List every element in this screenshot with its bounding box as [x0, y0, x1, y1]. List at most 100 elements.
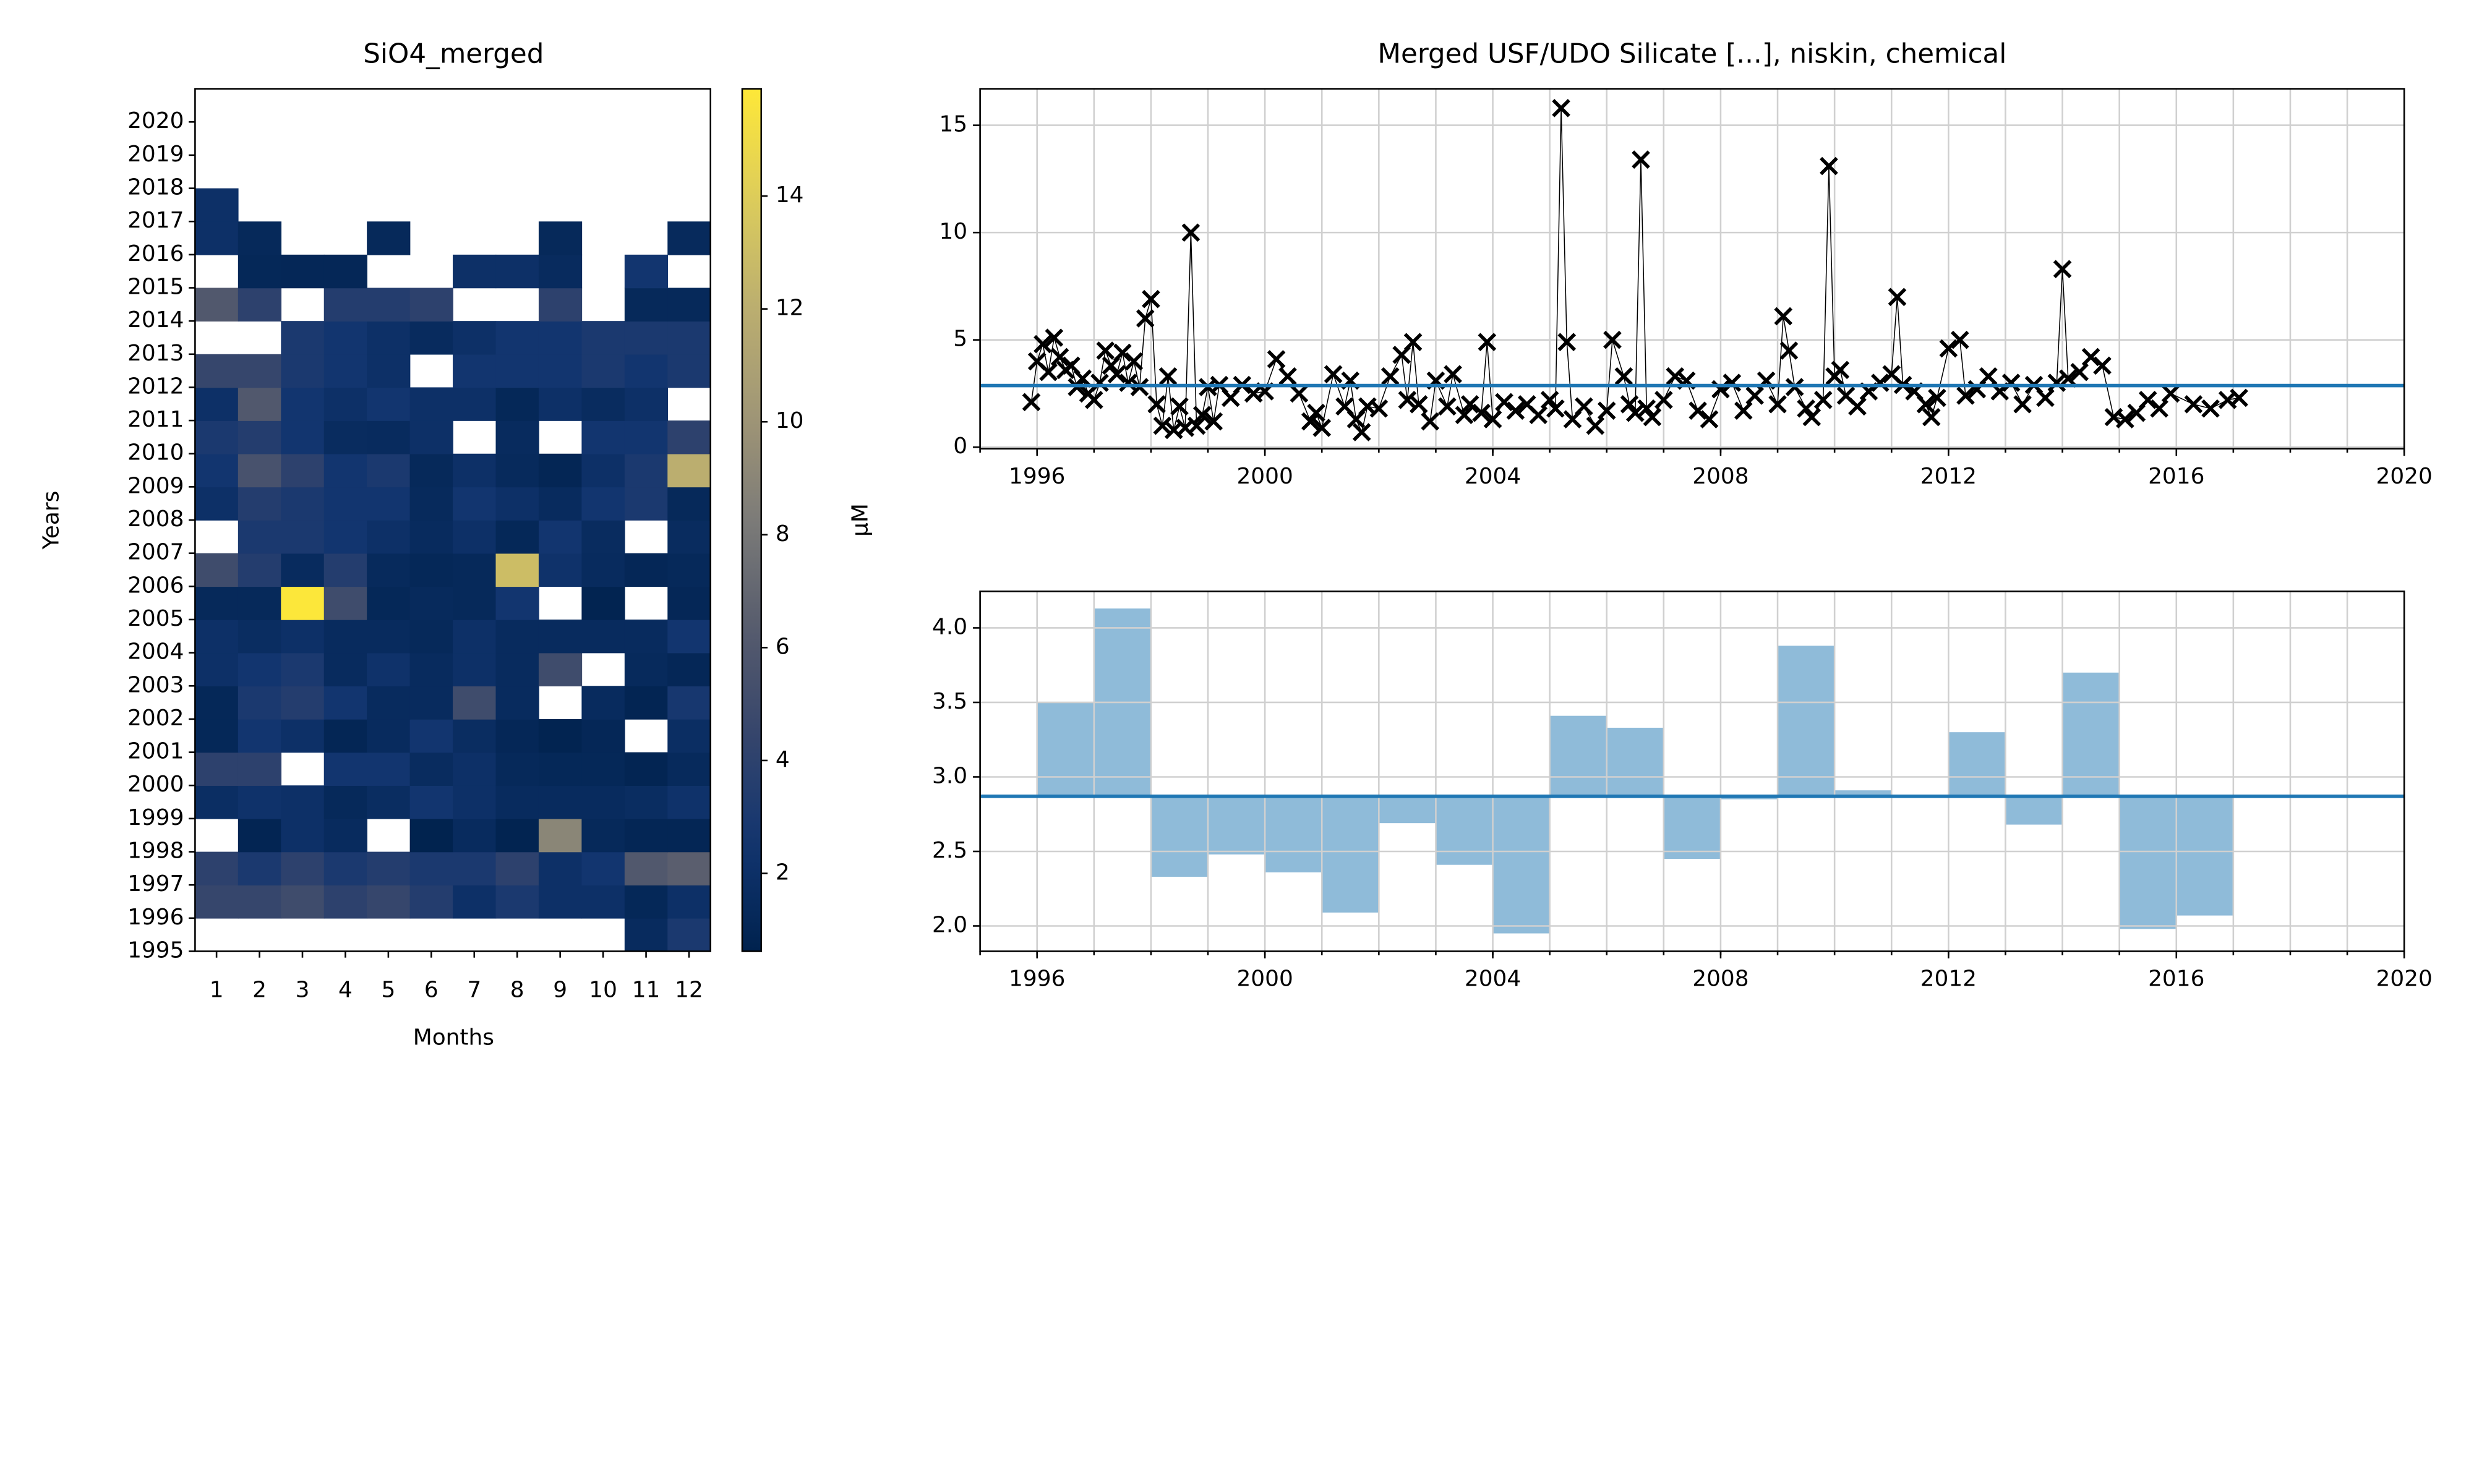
- heatmap-cell: [667, 619, 711, 654]
- y-tick-label: 2001: [127, 739, 184, 764]
- bar: [1948, 732, 2006, 796]
- data-marker: [2036, 388, 2055, 407]
- y-tick-label: 2013: [127, 341, 184, 366]
- heatmap-cell: [238, 619, 282, 654]
- heatmap-cell: [281, 321, 325, 355]
- heatmap-cell: [195, 851, 239, 885]
- heatmap-cell: [238, 420, 282, 454]
- data-marker: [2184, 394, 2203, 414]
- x-tick-label: 3: [296, 978, 310, 1003]
- heatmap-cell: [581, 586, 625, 620]
- colorbar-tick-label: 10: [776, 408, 804, 433]
- x-tick-label: 9: [553, 978, 567, 1003]
- heatmap-cell: [367, 453, 411, 488]
- x-tick-label: 5: [381, 978, 395, 1003]
- heatmap-cell: [581, 752, 625, 786]
- heatmap-cell: [195, 453, 239, 488]
- heatmap-cell: [281, 851, 325, 885]
- colorbar-tick-label: 12: [776, 296, 804, 321]
- y-tick-label: 5: [953, 326, 967, 352]
- y-tick-label: 2.0: [932, 912, 967, 937]
- data-marker: [1438, 397, 1457, 416]
- heatmap-cell: [495, 885, 539, 919]
- heatmap-cell: [409, 719, 453, 753]
- data-marker: [1369, 399, 1389, 418]
- bar: [2005, 796, 2063, 825]
- heatmap-cell: [409, 487, 453, 521]
- data-marker: [1153, 416, 1172, 435]
- heatmap-cell: [453, 885, 497, 919]
- heatmap-cell: [667, 487, 711, 521]
- heatmap-cell: [281, 520, 325, 554]
- heatmap-cell: [367, 719, 411, 753]
- heatmap-cell: [538, 254, 583, 289]
- data-marker: [1073, 369, 1092, 388]
- y-tick-label: 2012: [127, 373, 184, 399]
- y-tick-label: 4.0: [932, 614, 967, 639]
- data-marker: [1666, 367, 1685, 386]
- y-tick-label: 2015: [127, 274, 184, 299]
- data-marker: [2116, 410, 2134, 429]
- data-marker: [1939, 339, 1958, 358]
- y-tick-label: 15: [939, 112, 967, 137]
- heatmap-cell: [495, 254, 539, 289]
- heatmap-cell: [238, 785, 282, 819]
- heatmap-cell: [667, 785, 711, 819]
- heatmap-cell: [323, 387, 367, 421]
- x-tick-label: 2020: [2376, 464, 2433, 489]
- data-marker: [1193, 406, 1212, 424]
- data-marker: [2201, 399, 2220, 418]
- heatmap-cell: [453, 487, 497, 521]
- x-tick-label: 2008: [1692, 966, 1748, 992]
- y-tick-label: 10: [939, 219, 967, 244]
- data-marker: [1034, 335, 1052, 354]
- data-marker: [1409, 394, 1428, 414]
- bar: [1492, 796, 1550, 934]
- heatmap-cell: [581, 686, 625, 720]
- heatmap-cell: [323, 752, 367, 786]
- heatmap-cell: [195, 553, 239, 587]
- data-marker: [1552, 99, 1570, 117]
- heatmap-cell: [495, 453, 539, 488]
- data-marker: [1119, 373, 1137, 392]
- data-marker: [1689, 401, 1707, 420]
- heatmap-cell: [323, 420, 367, 454]
- heatmap-cell: [238, 254, 282, 289]
- data-marker: [1267, 350, 1286, 369]
- colorbar-tick-label: 4: [776, 747, 790, 772]
- heatmap-cell: [453, 652, 497, 687]
- heatmap-cell: [538, 652, 583, 687]
- data-marker: [1745, 386, 1765, 405]
- heatmap-cell: [367, 221, 411, 255]
- x-tick-label: 2008: [1692, 464, 1748, 489]
- data-marker: [2161, 384, 2180, 403]
- data-marker: [1158, 367, 1178, 386]
- heatmap-cell: [238, 520, 282, 554]
- heatmap-cell: [624, 885, 669, 919]
- data-marker: [1045, 328, 1064, 348]
- heatmap-cell: [195, 420, 239, 454]
- heatmap-cell: [538, 520, 583, 554]
- x-tick-label: 2004: [1465, 464, 1521, 489]
- heatmap-cell: [409, 785, 453, 819]
- heatmap-cell: [538, 487, 583, 521]
- data-marker: [2013, 394, 2032, 414]
- heatmap-cell: [495, 785, 539, 819]
- data-marker: [1307, 403, 1325, 422]
- x-tick-label: 2012: [1920, 464, 1977, 489]
- y-tick-label: 0: [953, 433, 967, 459]
- heatmap-cell: [581, 387, 625, 421]
- heatmap-cell: [581, 851, 625, 885]
- data-marker: [2150, 399, 2168, 418]
- colorbar-tick-label: 6: [776, 634, 790, 659]
- y-tick-label: 2016: [127, 241, 184, 267]
- heatmap-cell: [495, 520, 539, 554]
- y-tick-label: 2002: [127, 706, 184, 731]
- heatmap-cell: [323, 553, 367, 587]
- data-marker: [1831, 360, 1850, 380]
- data-marker: [1050, 348, 1069, 367]
- heatmap-cell: [624, 818, 669, 853]
- x-tick-label: 8: [510, 978, 524, 1003]
- heatmap-cell: [495, 553, 539, 587]
- bar: [2062, 672, 2120, 796]
